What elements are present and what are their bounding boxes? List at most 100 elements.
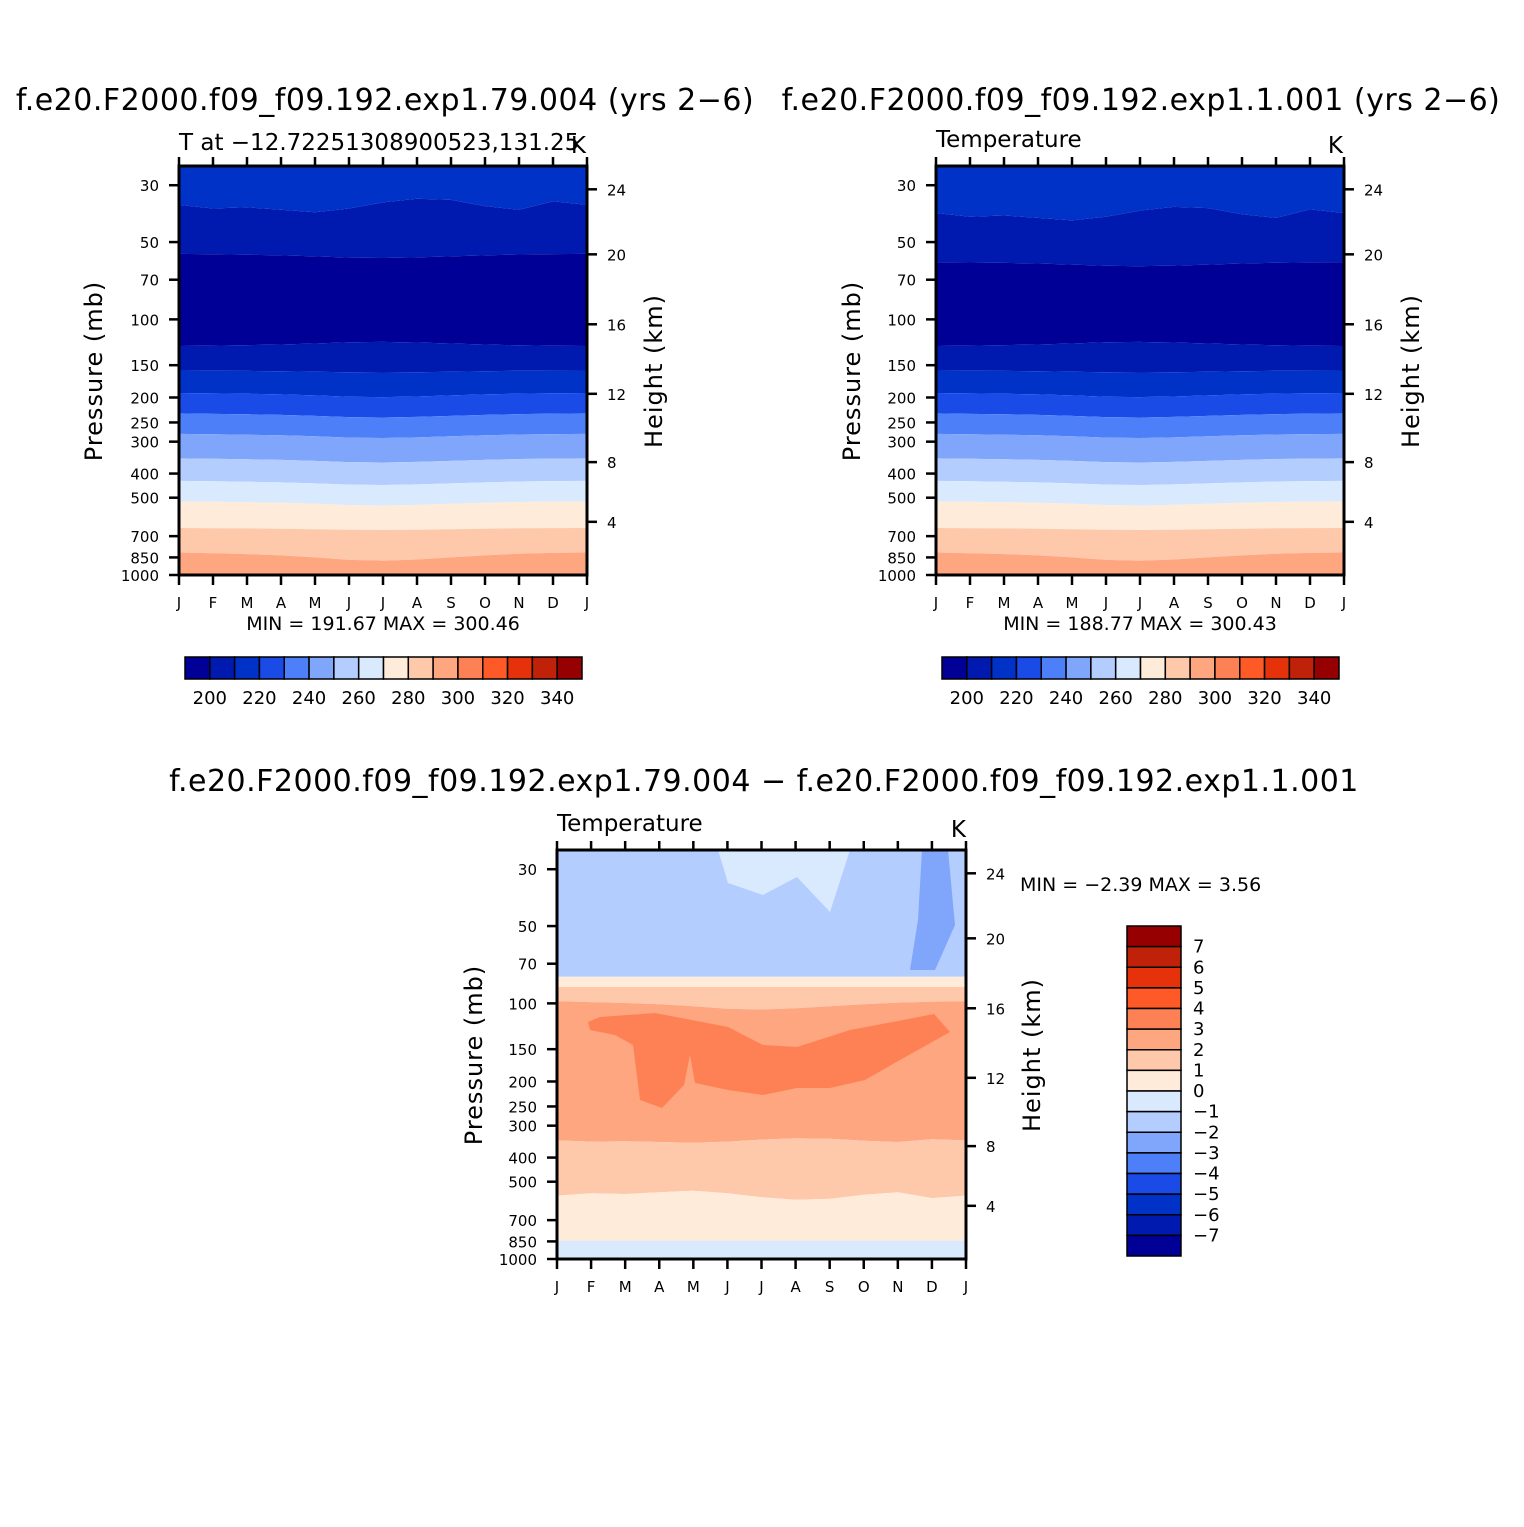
colorbar-box	[1126, 1234, 1182, 1257]
contour-band	[179, 341, 587, 373]
y-tick-label: 250	[887, 414, 916, 432]
contour-band	[179, 480, 587, 506]
x-tick-label: J	[346, 594, 351, 612]
y-right-tick-label: 20	[607, 246, 626, 264]
colorbar-label: 260	[342, 688, 376, 709]
contour-band	[936, 393, 1344, 418]
y-tick-label: 700	[508, 1212, 537, 1230]
x-tick-label: O	[858, 1278, 870, 1296]
colorbar-box	[1126, 1110, 1182, 1133]
y-tick-label: 700	[130, 528, 159, 546]
x-tick-label: F	[966, 594, 975, 612]
colorbar-label: 200	[193, 688, 227, 709]
panel-1-title: f.e20.F2000.f09_f09.192.exp1.79.004 (yrs…	[16, 83, 754, 118]
colorbar-box	[1126, 987, 1182, 1010]
x-tick-label: J	[554, 1278, 559, 1296]
colorbar-box	[1189, 656, 1216, 680]
colorbar-box	[1239, 656, 1266, 680]
colorbar-box	[1040, 656, 1067, 680]
colorbar-label: 5	[1193, 978, 1204, 999]
contour-band	[936, 413, 1344, 438]
panel-2-subtitle-left: Temperature	[935, 127, 1082, 153]
contour-band	[936, 458, 1344, 485]
colorbar-label: 220	[242, 688, 276, 709]
contour-band	[936, 166, 1344, 221]
y-tick-label: 1000	[499, 1251, 537, 1269]
y-tick-label: 850	[508, 1233, 537, 1251]
panel-2-ylabel: Pressure (mb)	[838, 281, 866, 461]
colorbar-box	[556, 656, 583, 680]
panel-1-colorbar: 200 220 240 260 280 300 320 340	[184, 656, 583, 709]
x-tick-label: J	[1137, 594, 1142, 612]
colorbar-label: −1	[1193, 1102, 1220, 1123]
contour-band	[936, 528, 1344, 561]
colorbar-box	[1164, 656, 1191, 680]
y-right-tick-label: 8	[607, 454, 617, 472]
y-tick-label: 30	[140, 177, 159, 195]
y-tick-label: 100	[508, 995, 537, 1013]
colorbar-box	[1126, 1214, 1182, 1237]
panel-3-contour-fill	[557, 850, 966, 1259]
contour-band	[557, 1190, 966, 1241]
panel-3-minmax: MIN = −2.39 MAX = 3.56	[1020, 874, 1261, 896]
colorbar-label: 240	[292, 688, 326, 709]
y-tick-label: 1000	[878, 567, 916, 585]
contour-band	[179, 433, 587, 463]
y-right-tick-label: 20	[986, 930, 1005, 948]
contour-band	[936, 552, 1344, 575]
y-right-tick-label: 20	[1364, 246, 1383, 264]
x-tick-label: D	[1304, 594, 1316, 612]
contour-band	[936, 480, 1344, 506]
contour-band	[179, 393, 587, 418]
cold-patch	[910, 850, 955, 970]
contour-band	[179, 528, 587, 561]
x-tick-label: A	[412, 594, 423, 612]
x-tick-label: A	[1033, 594, 1044, 612]
panel-2-contour-fill	[936, 166, 1344, 575]
colorbar-label: −4	[1193, 1164, 1220, 1185]
x-tick-label: F	[209, 594, 218, 612]
y-tick-label: 150	[887, 357, 916, 375]
panel-2-ylabel-right: Height (km)	[1397, 294, 1425, 448]
y-tick-label: 50	[140, 234, 159, 252]
y-tick-label: 400	[508, 1150, 537, 1168]
colorbar-label: 300	[1198, 688, 1232, 709]
colorbar-box	[1114, 656, 1142, 680]
y-right-tick-label: 16	[986, 1000, 1005, 1018]
panel-1-subtitle-right: K	[571, 133, 587, 159]
panel-3-axes: J F M A M J J A S O N D J 30 50 70 100 150 200 250 300 400 500…	[499, 841, 1005, 1296]
colorbar-label: 3	[1193, 1019, 1204, 1040]
x-tick-label: M	[309, 594, 322, 612]
contour-band	[557, 850, 966, 977]
x-tick-label: A	[790, 1278, 801, 1296]
x-tick-label: F	[587, 1278, 596, 1296]
x-tick-label: J	[380, 594, 385, 612]
y-tick-label: 400	[887, 466, 916, 484]
x-tick-label: M	[619, 1278, 632, 1296]
contour-band	[936, 262, 1344, 346]
colorbar-box	[1126, 1152, 1182, 1175]
panel-3-title: f.e20.F2000.f09_f09.192.exp1.79.004 − f.…	[169, 764, 1359, 799]
contour-band	[179, 370, 587, 398]
panel-1-ylabel-right: Height (km)	[640, 294, 668, 448]
colorbar-label: 4	[1193, 999, 1204, 1020]
colorbar-label: 2	[1193, 1040, 1204, 1061]
colorbar-box	[966, 656, 993, 680]
x-tick-label: N	[892, 1278, 903, 1296]
y-tick-label: 200	[130, 389, 159, 407]
x-tick-label: J	[933, 594, 938, 612]
y-tick-label: 300	[508, 1118, 537, 1136]
y-tick-label: 400	[130, 466, 159, 484]
colorbar-box	[1126, 966, 1182, 989]
y-right-tick-label: 4	[986, 1198, 996, 1216]
colorbar-label: 280	[1148, 688, 1182, 709]
x-tick-label: A	[1169, 594, 1180, 612]
colorbar-box	[506, 656, 534, 680]
contour-band	[936, 206, 1344, 267]
x-tick-label: M	[687, 1278, 700, 1296]
colorbar-box	[1126, 925, 1182, 948]
colorbar-box	[1126, 1007, 1182, 1030]
contour-band	[936, 341, 1344, 373]
panel-1-subtitle-left: T at −12.72251308900523,131.25	[178, 130, 579, 156]
